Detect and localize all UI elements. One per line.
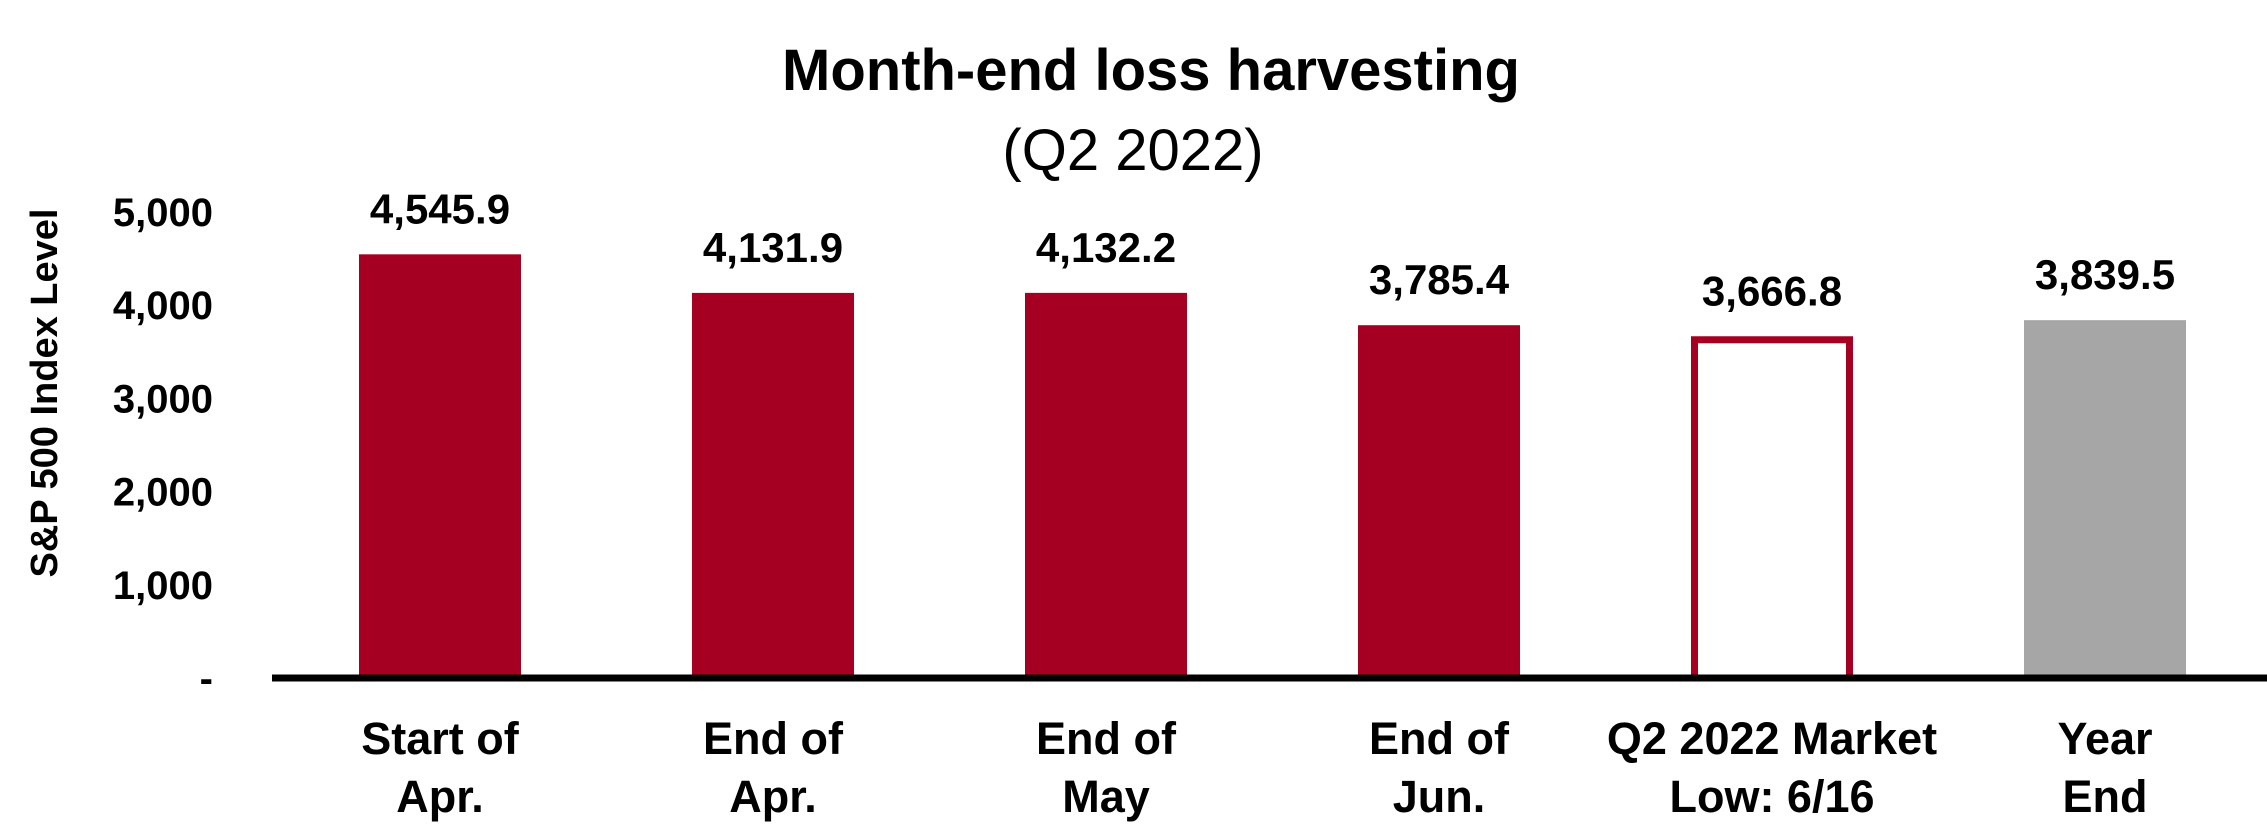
x-tick-label: Apr. [729, 771, 817, 822]
x-tick-label: End [2063, 771, 2148, 822]
y-tick-label: 5,000 [113, 191, 213, 235]
x-tick-label: Jun. [1393, 771, 1486, 822]
chart-subtitle: (Q2 2022) [1002, 118, 1263, 183]
x-tick-label: Year [2057, 713, 2152, 764]
x-tick-label: May [1062, 771, 1150, 822]
y-tick-label: 1,000 [113, 564, 213, 608]
x-tick-label: Apr. [396, 771, 484, 822]
x-tick-label: End of [1369, 713, 1510, 764]
data-label: 4,132.2 [1036, 224, 1176, 271]
y-tick-label: 2,000 [113, 471, 213, 515]
chart-title: Month-end loss harvesting [782, 38, 1520, 103]
data-label: 4,131.9 [703, 224, 843, 271]
bar [359, 254, 521, 678]
bar [2024, 320, 2186, 678]
bar [1358, 325, 1520, 678]
data-label: 3,666.8 [1702, 267, 1842, 314]
x-tick-label: Q2 2022 Market [1607, 713, 1937, 764]
x-tick-label: Start of [361, 713, 520, 764]
bar [692, 292, 854, 678]
y-axis-title: S&P 500 Index Level [24, 209, 66, 578]
bar [1691, 336, 1853, 682]
y-tick-label: - [200, 657, 213, 701]
data-label: 3,839.5 [2035, 251, 2175, 298]
data-label: 3,785.4 [1369, 256, 1510, 303]
x-tick-label: End of [703, 713, 844, 764]
plot-area: - 1,000 2,000 3,000 4,000 5,000 4,545.9 Start o… [113, 185, 2267, 822]
x-tick-label: End of [1036, 713, 1177, 764]
x-tick-label: Low: 6/16 [1669, 771, 1874, 822]
data-label: 4,545.9 [370, 185, 510, 232]
y-tick-label: 3,000 [113, 377, 213, 421]
y-tick-label: 4,000 [113, 284, 213, 328]
bar [1025, 292, 1187, 678]
